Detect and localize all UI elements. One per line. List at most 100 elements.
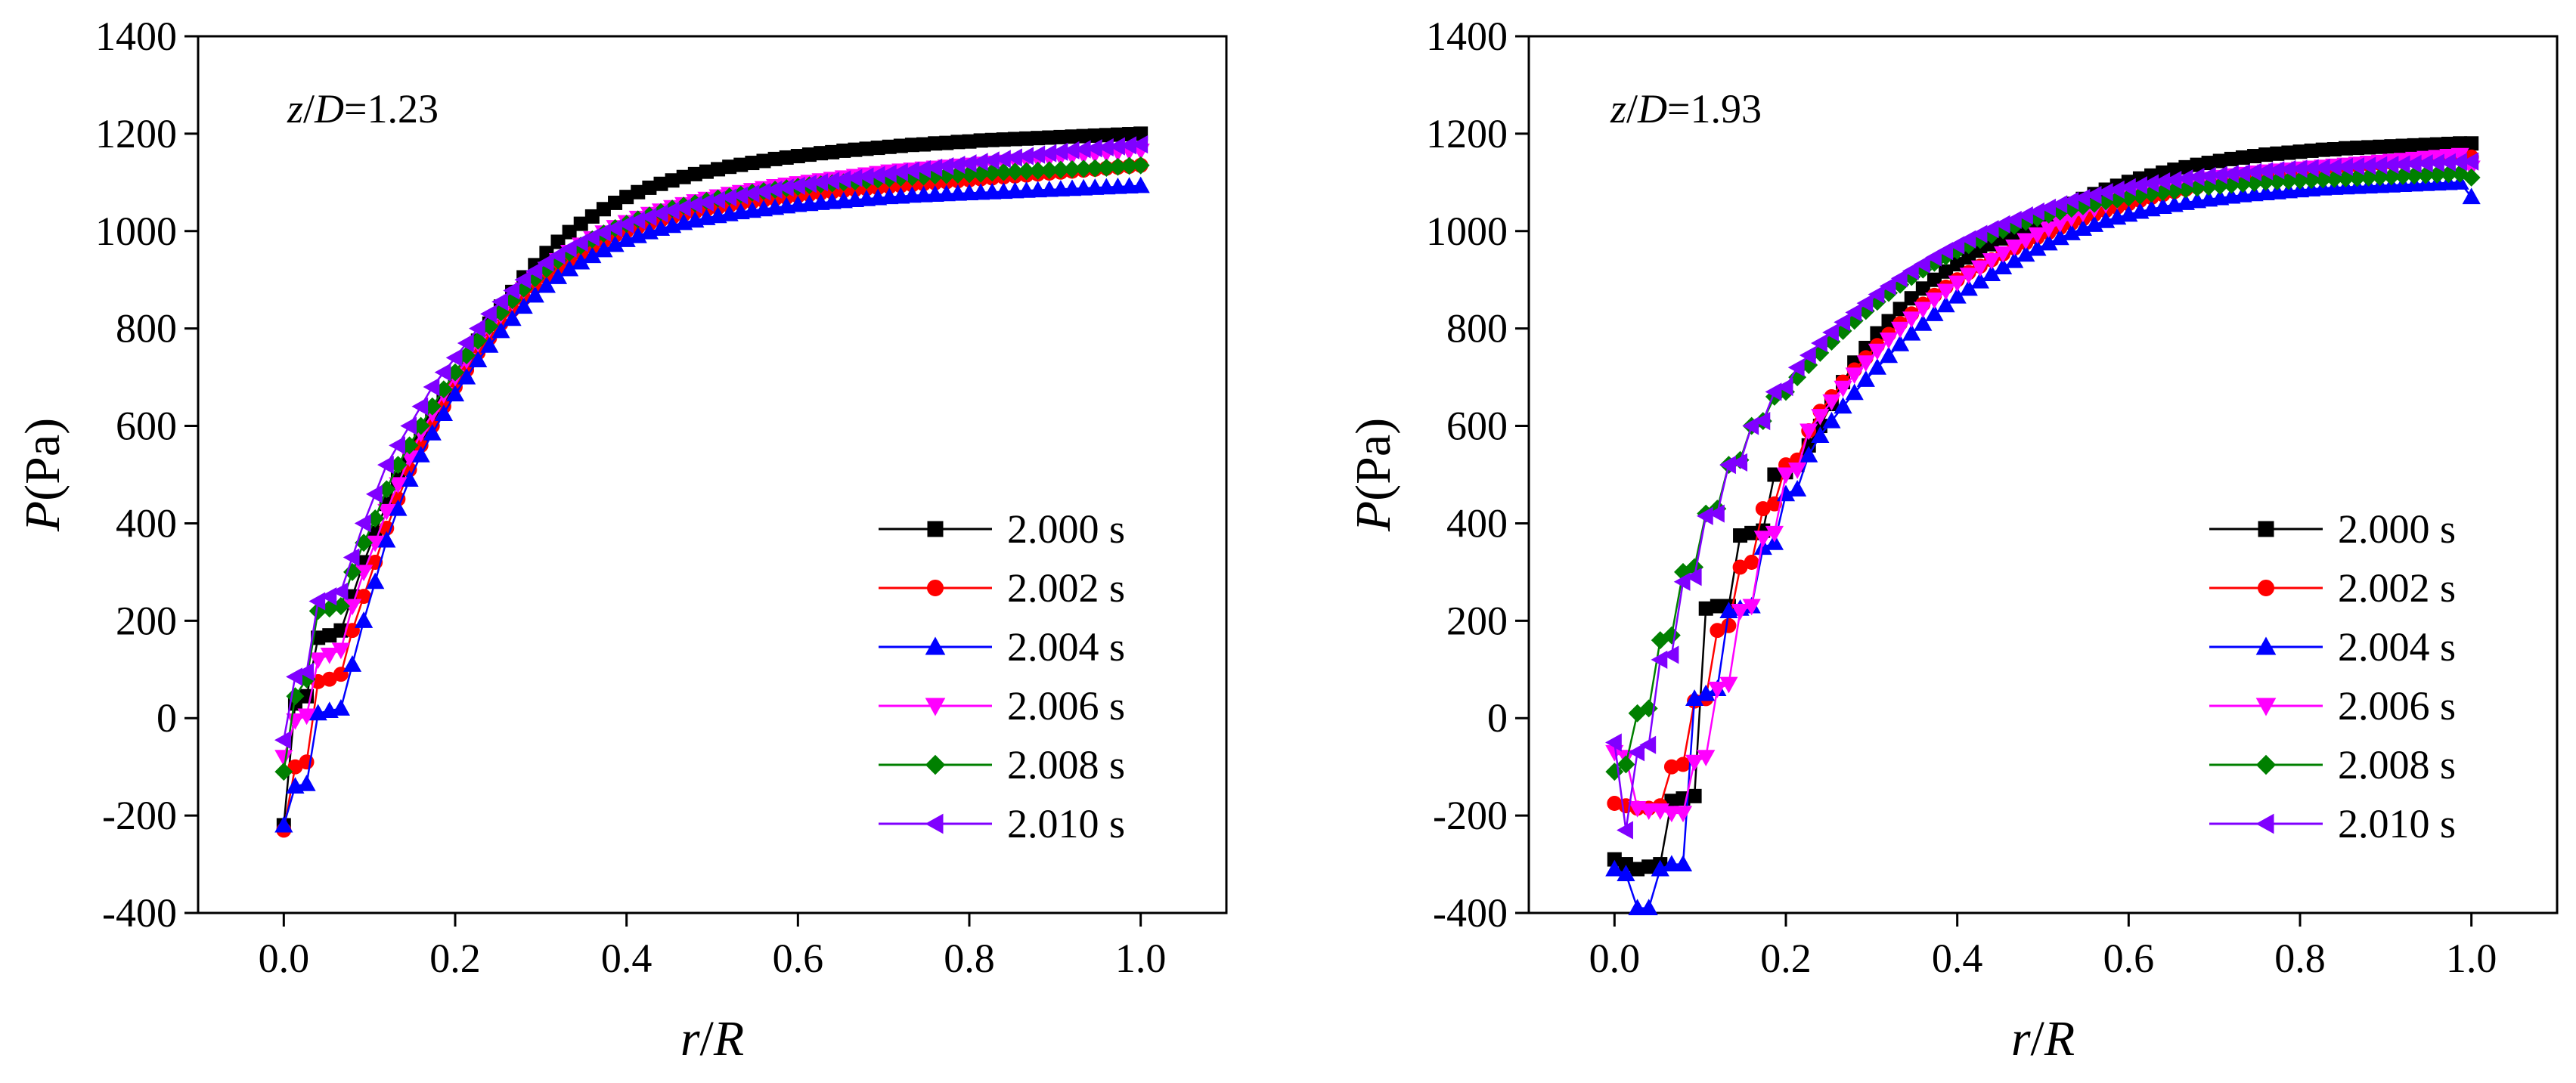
data-point bbox=[994, 182, 1013, 200]
x-tick-label: 1.0 bbox=[2446, 936, 2497, 981]
x-tick-label: 0.6 bbox=[773, 936, 824, 981]
data-point bbox=[1617, 821, 1633, 840]
data-point bbox=[1822, 394, 1841, 411]
data-point bbox=[1776, 467, 1796, 484]
data-point bbox=[1822, 323, 1839, 342]
x-tick-label: 1.0 bbox=[1115, 936, 1167, 981]
data-point bbox=[2085, 185, 2102, 205]
legend: 2.000 s 2.002 s 2.004 s 2.006 s 2.008 s 2.010… bbox=[879, 506, 1125, 846]
data-point bbox=[1994, 246, 2013, 263]
data-point bbox=[1605, 859, 1624, 877]
x-axis-label: r/R bbox=[680, 1011, 744, 1066]
annotation: z/D=1.23 bbox=[287, 86, 439, 132]
data-point bbox=[1811, 333, 1827, 353]
x-label-slash: / bbox=[700, 1011, 715, 1066]
data-point bbox=[1868, 285, 1885, 304]
data-point bbox=[343, 655, 362, 672]
data-point bbox=[1697, 750, 1716, 767]
data-point bbox=[1845, 383, 1864, 401]
legend: 2.000 s 2.002 s 2.004 s 2.006 s 2.008 s 2.010… bbox=[2209, 506, 2456, 846]
data-point bbox=[1879, 332, 1899, 349]
data-point bbox=[1890, 269, 1908, 288]
annotation: z/D=1.93 bbox=[1610, 86, 1762, 132]
data-point bbox=[457, 367, 476, 385]
data-point bbox=[983, 182, 1002, 200]
data-point bbox=[491, 321, 510, 339]
data-point bbox=[1811, 409, 1830, 425]
data-point bbox=[1936, 242, 1954, 261]
data-point bbox=[1753, 412, 1771, 431]
x-label-var1: r bbox=[680, 1011, 700, 1066]
y-label-unit: (Pa) bbox=[15, 418, 70, 501]
data-point bbox=[1799, 445, 1818, 463]
data-point bbox=[377, 531, 396, 548]
data-point bbox=[1753, 531, 1772, 548]
x-label-var1: r bbox=[2011, 1011, 2031, 1066]
data-point bbox=[1787, 358, 1805, 377]
data-point bbox=[1879, 277, 1896, 296]
data-point bbox=[400, 416, 417, 435]
series-3 bbox=[274, 176, 1150, 833]
legend-label: 2.004 s bbox=[1007, 624, 1125, 670]
data-point bbox=[1902, 323, 1921, 341]
y-tick-label: 800 bbox=[1446, 306, 1508, 351]
data-point bbox=[1074, 178, 1093, 196]
x-tick-label: 0.6 bbox=[2103, 936, 2155, 981]
annotation-var2: D bbox=[314, 86, 344, 132]
data-point bbox=[468, 319, 485, 338]
data-point bbox=[628, 211, 646, 230]
data-point bbox=[445, 348, 463, 367]
data-point bbox=[1914, 302, 1933, 319]
data-point bbox=[1902, 311, 1921, 329]
data-point bbox=[525, 261, 543, 280]
data-point bbox=[503, 309, 522, 326]
x-tick-label: 0.4 bbox=[601, 936, 653, 981]
data-point bbox=[434, 404, 453, 421]
data-point bbox=[1662, 645, 1679, 664]
data-point bbox=[2073, 188, 2091, 208]
data-point bbox=[1097, 178, 1116, 195]
y-label-unit: (Pa) bbox=[1346, 418, 1401, 501]
x-tick-label: 0.8 bbox=[944, 936, 995, 981]
data-point bbox=[480, 336, 499, 353]
data-point bbox=[274, 750, 293, 767]
data-point bbox=[1902, 261, 1919, 280]
data-point bbox=[1834, 313, 1851, 332]
y-label-var: P bbox=[15, 501, 70, 532]
data-point bbox=[1856, 370, 1875, 387]
data-point bbox=[297, 708, 316, 726]
data-point bbox=[503, 281, 520, 300]
legend-label: 2.004 s bbox=[2338, 624, 2456, 670]
legend-label: 2.010 s bbox=[1007, 801, 1125, 846]
annotation-var1: z bbox=[1610, 86, 1626, 132]
x-tick-label: 0.2 bbox=[1760, 936, 1812, 981]
data-point bbox=[537, 276, 556, 293]
data-point bbox=[1959, 230, 1976, 249]
data-point bbox=[286, 667, 302, 686]
y-tick-label: 1400 bbox=[1426, 14, 1508, 59]
legend-label: 2.002 s bbox=[1007, 565, 1125, 611]
data-point bbox=[274, 815, 293, 833]
data-point bbox=[331, 642, 350, 660]
data-point bbox=[377, 456, 394, 475]
data-point bbox=[1822, 411, 1841, 429]
data-point bbox=[1982, 220, 1999, 239]
data-point bbox=[1925, 248, 1942, 267]
y-tick-label: -200 bbox=[1433, 793, 1508, 838]
y-tick-label: 1200 bbox=[1426, 111, 1508, 156]
data-point bbox=[1687, 788, 1702, 803]
annotation-value: =1.23 bbox=[344, 86, 439, 132]
data-point bbox=[1914, 314, 1933, 331]
data-point bbox=[1708, 504, 1725, 523]
data-point bbox=[959, 184, 979, 201]
data-point bbox=[354, 514, 371, 533]
chart-1: 0.0 0.2 0.4 0.6 0.8 1.0 -400 -200 0 200 400 600 800 1… bbox=[15, 14, 1228, 1066]
data-point bbox=[308, 652, 327, 670]
data-point bbox=[411, 397, 429, 416]
series-6 bbox=[274, 135, 1149, 750]
data-point bbox=[480, 305, 497, 323]
annotation-var1: z bbox=[287, 86, 303, 132]
data-point bbox=[1673, 572, 1691, 591]
x-tick-label: 0.0 bbox=[259, 936, 310, 981]
